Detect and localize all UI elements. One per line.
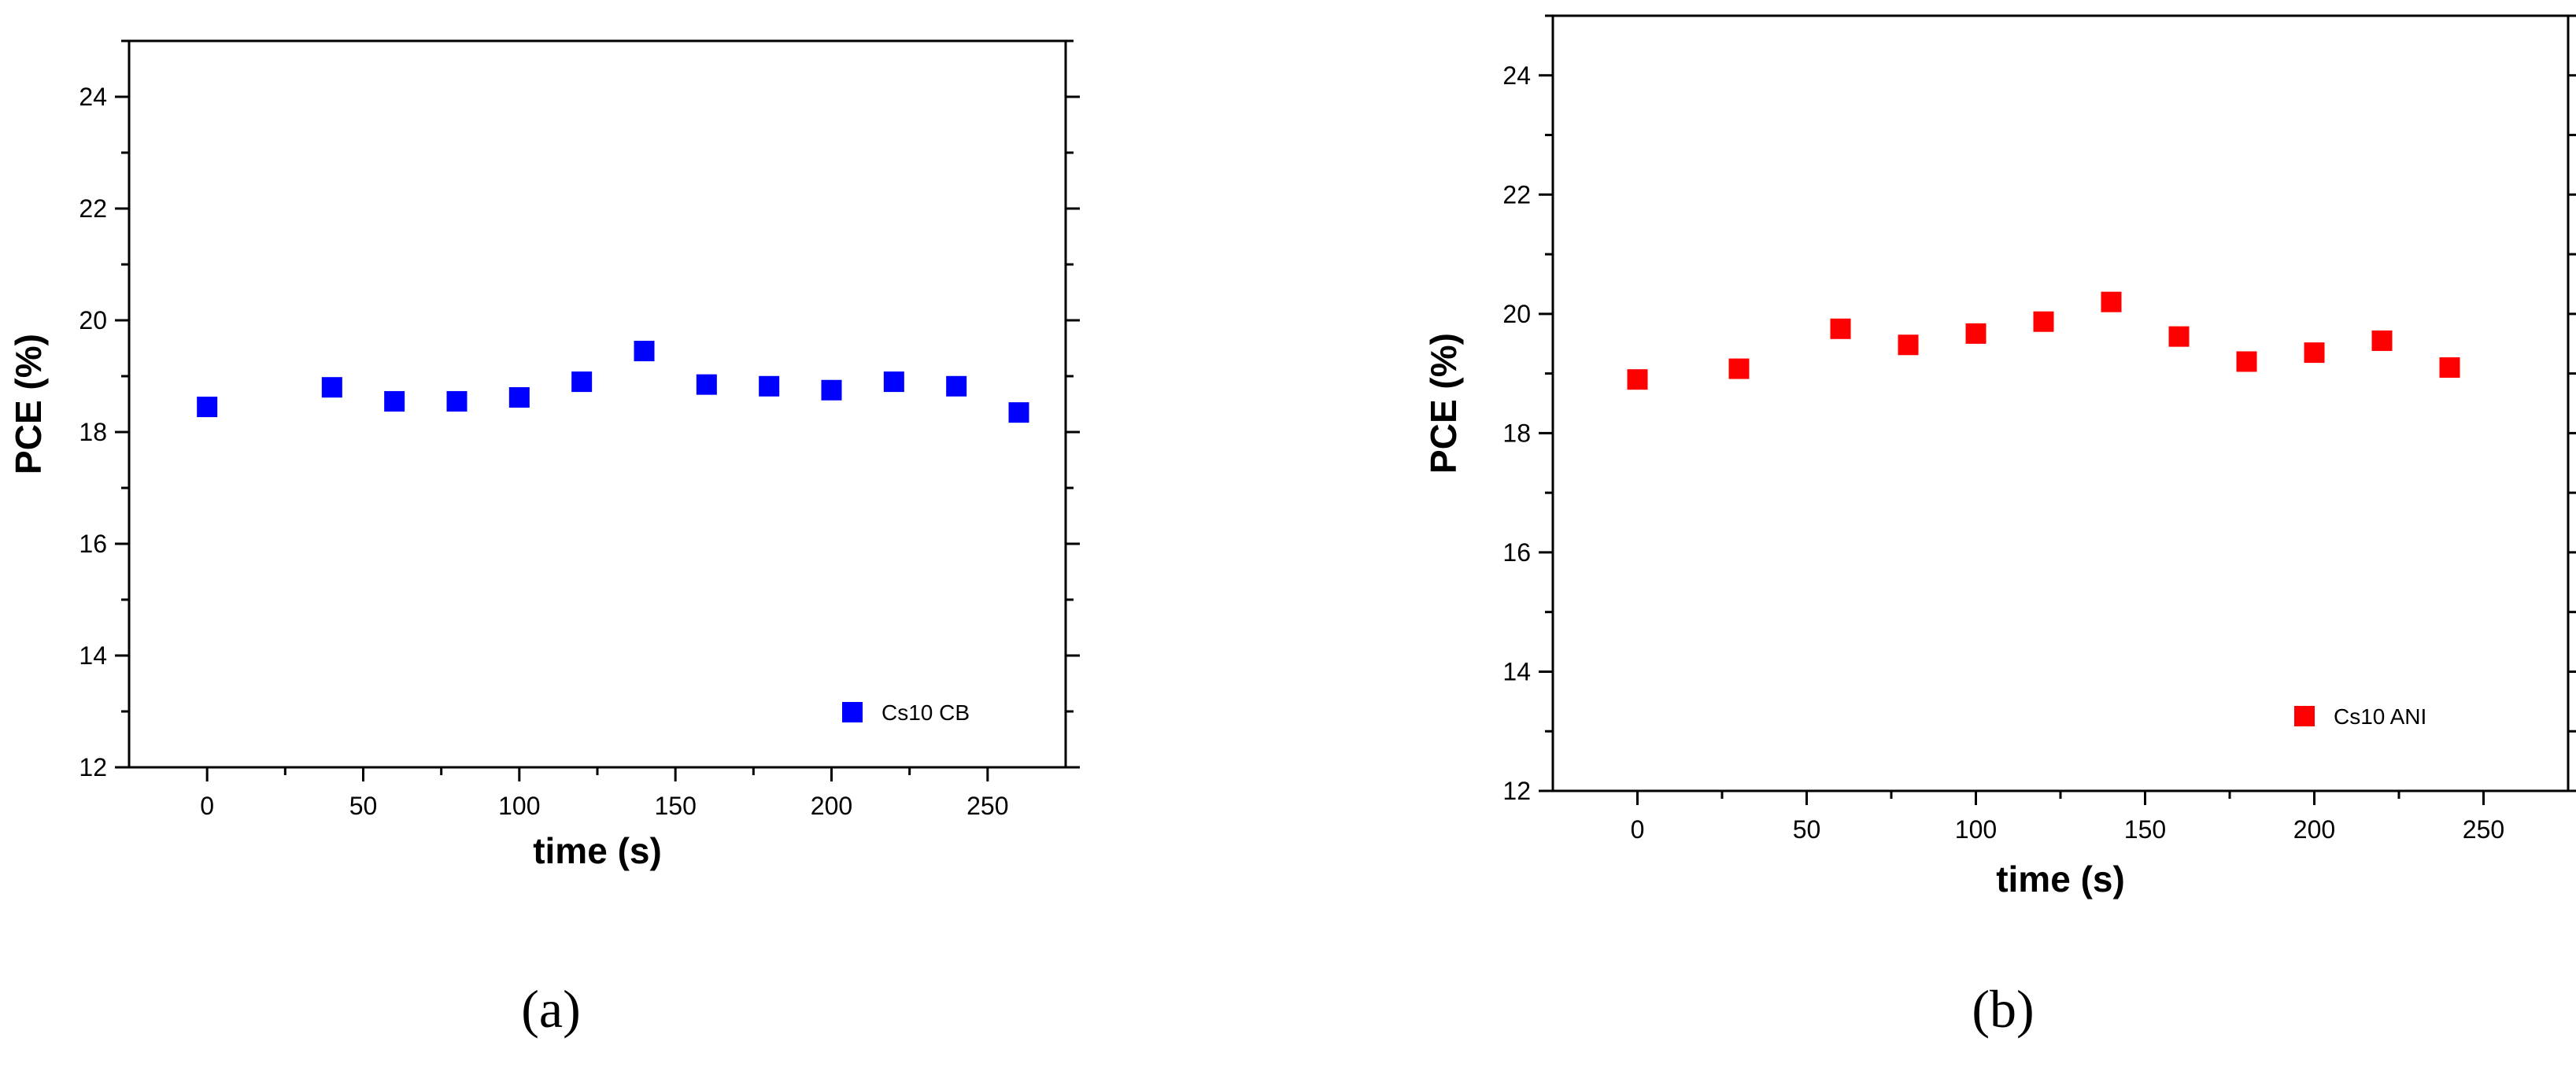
data-point xyxy=(821,379,842,401)
legend-label: Cs10 ANI xyxy=(2334,704,2426,729)
data-point xyxy=(759,375,780,397)
y-tick-label: 20 xyxy=(1502,300,1531,328)
y-tick-label: 14 xyxy=(79,641,107,670)
chart-panel-a: 12 14 16 18 20 22 24 0 50 100 150 200 250 time (s) PCE… xyxy=(8,39,1080,1039)
x-tick-label: 100 xyxy=(498,792,540,820)
x-tick-label: 250 xyxy=(2463,815,2504,844)
legend-marker xyxy=(842,702,863,722)
x-tick-label: 50 xyxy=(1793,815,1821,844)
y-tick-label: 22 xyxy=(79,194,107,223)
data-point xyxy=(2168,326,2190,347)
data-point xyxy=(946,375,967,397)
data-point xyxy=(1830,318,1851,339)
data-point xyxy=(571,371,593,393)
y-tick-label: 22 xyxy=(1502,180,1531,209)
y-tick-label: 16 xyxy=(1502,538,1531,567)
y-tick-label: 24 xyxy=(1502,61,1531,90)
data-point xyxy=(508,386,530,408)
plot-frame xyxy=(1551,14,2570,792)
data-point xyxy=(2236,351,2257,372)
data-point xyxy=(1008,402,1029,423)
data-point xyxy=(2439,357,2460,379)
data-point xyxy=(696,374,717,395)
x-tick-label: 100 xyxy=(1955,815,1997,844)
data-point xyxy=(1898,334,1919,356)
plot-frame xyxy=(128,39,1067,769)
x-tick-label: 0 xyxy=(1631,815,1645,844)
y-tick-label: 18 xyxy=(79,418,107,446)
y-tick-label: 20 xyxy=(79,306,107,334)
x-tick-label: 200 xyxy=(2293,815,2335,844)
x-axis-title: time (s) xyxy=(1996,859,2125,900)
data-point xyxy=(634,341,655,362)
y-axis-title: PCE (%) xyxy=(1423,333,1464,474)
data-point xyxy=(2371,330,2393,351)
x-tick-label: 150 xyxy=(654,792,696,820)
legend-label: Cs10 CB xyxy=(881,700,970,725)
data-point xyxy=(384,390,405,412)
x-tick-label: 50 xyxy=(349,792,378,820)
y-tick-label: 24 xyxy=(79,83,107,111)
x-tick-label: 250 xyxy=(966,792,1008,820)
data-point xyxy=(197,397,218,418)
panel-caption: (b) xyxy=(1972,979,2034,1039)
data-point xyxy=(321,377,342,398)
data-point xyxy=(2033,311,2054,332)
x-tick-label: 200 xyxy=(811,792,852,820)
y-tick-label: 14 xyxy=(1502,657,1531,685)
y-tick-label: 16 xyxy=(79,530,107,558)
data-point xyxy=(2101,291,2122,312)
data-point xyxy=(1965,323,1987,344)
data-point xyxy=(1728,358,1750,379)
data-point xyxy=(883,371,904,393)
x-tick-label: 150 xyxy=(2124,815,2166,844)
y-axis-title: PCE (%) xyxy=(8,334,49,475)
x-tick-label: 0 xyxy=(200,792,214,820)
data-point xyxy=(2304,342,2325,364)
legend-marker xyxy=(2294,706,2315,726)
panel-caption: (a) xyxy=(521,979,580,1039)
y-tick-label: 12 xyxy=(1502,777,1531,805)
data-point xyxy=(446,390,468,412)
data-point xyxy=(1627,369,1648,390)
y-tick-label: 18 xyxy=(1502,419,1531,447)
y-tick-label: 12 xyxy=(79,753,107,781)
x-axis-title: time (s) xyxy=(533,830,662,871)
chart-panel-b: 12 14 16 18 20 22 24 0 50 100 150 200 250 time (s) PCE… xyxy=(1423,14,2576,1039)
